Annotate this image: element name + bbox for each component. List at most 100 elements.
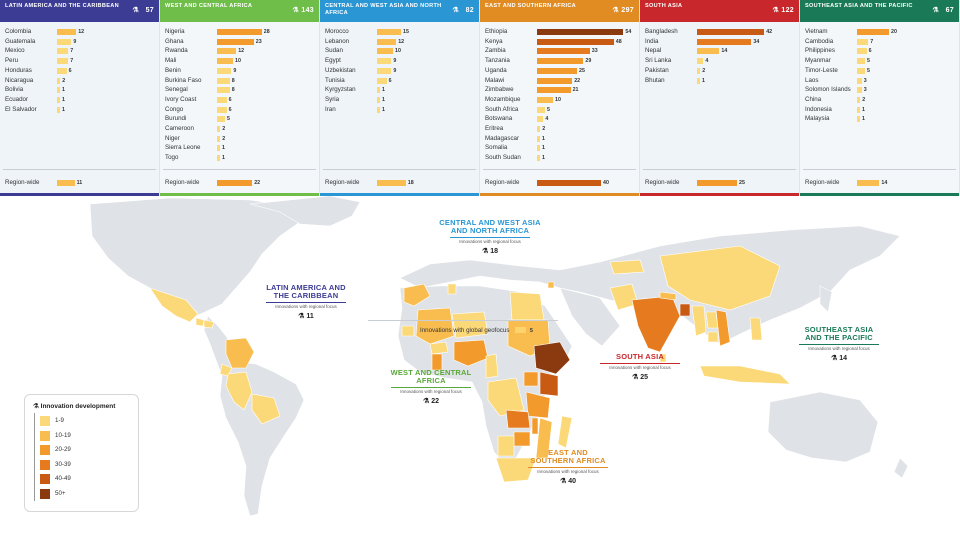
country-row: Tunisia 6 bbox=[325, 77, 475, 86]
legend-swatch bbox=[40, 474, 50, 484]
map-label-west-central-africa: West and Central Africa Innovations with… bbox=[386, 369, 476, 406]
country-name: Cameroon bbox=[165, 125, 194, 132]
country-row: Mozambique 10 bbox=[485, 96, 635, 105]
region-panel-header: South Asia ⚗ 122 bbox=[640, 0, 799, 22]
country-value: 8 bbox=[231, 87, 235, 94]
country-bar bbox=[57, 96, 60, 103]
country-value: 42 bbox=[766, 29, 773, 35]
region-wide-row: Region-wide 25 bbox=[645, 179, 795, 188]
country-value: 5 bbox=[867, 58, 870, 65]
country-row: Mexico 7 bbox=[5, 47, 155, 56]
flask-icon: ⚗ bbox=[452, 7, 459, 14]
country-bar bbox=[377, 106, 380, 113]
country-bar bbox=[537, 145, 540, 152]
region-divider bbox=[323, 169, 476, 170]
country-bar bbox=[377, 29, 401, 35]
country-row: Morocco 15 bbox=[325, 28, 475, 37]
country-bar bbox=[57, 87, 60, 94]
country-row: Benin 9 bbox=[165, 67, 315, 76]
region-wide-label: Region-wide bbox=[805, 179, 840, 186]
country-name: Rwanda bbox=[165, 47, 188, 55]
map-label-count: 14 bbox=[839, 355, 848, 362]
country-value: 1 bbox=[62, 106, 65, 113]
country-row: Burundi 5 bbox=[165, 115, 315, 124]
region-name: Southeast Asia and the Pacific bbox=[805, 3, 913, 9]
map-label-rule bbox=[799, 344, 879, 345]
flask-icon: ⚗ bbox=[772, 7, 779, 14]
map-label-rule bbox=[528, 467, 608, 468]
region-name: Central and West Asia and North Africa bbox=[325, 3, 442, 16]
country-name: Laos bbox=[805, 76, 819, 84]
country-name: Bolivia bbox=[5, 86, 24, 94]
country-row: China 2 bbox=[805, 96, 955, 105]
country-name: Solomon Islands bbox=[805, 86, 851, 94]
region-country-list: Bangladesh 42 India 34 Nepal 14 Sri Lanka 4 Paki… bbox=[640, 22, 799, 196]
country-row: Nicaragua 2 bbox=[5, 77, 155, 86]
country-row: Myanmar 5 bbox=[805, 57, 955, 66]
country-bar bbox=[217, 96, 227, 103]
country-row: Syria 1 bbox=[325, 96, 475, 105]
map-label-east-southern-africa: East and Southern Africa Innovations wit… bbox=[526, 449, 610, 485]
new-zealand-shape bbox=[893, 457, 909, 479]
map-label-value: ⚗ 11 bbox=[258, 312, 354, 320]
country-name: El Salvador bbox=[5, 105, 37, 113]
map-label-value: ⚗ 40 bbox=[526, 477, 610, 485]
eurasia-shape bbox=[399, 225, 901, 345]
country-row: Lebanon 12 bbox=[325, 38, 475, 47]
region-wide-value: 14 bbox=[881, 180, 888, 186]
country-bar bbox=[377, 38, 397, 45]
legend-line bbox=[34, 413, 35, 501]
country-name: Congo bbox=[165, 105, 184, 113]
country-name: Ghana bbox=[165, 37, 184, 45]
country-value: 1 bbox=[542, 135, 545, 142]
country-bar bbox=[217, 155, 220, 162]
region-panel: Southeast Asia and the Pacific ⚗ 67 Vietnam… bbox=[800, 0, 960, 196]
country-row: Zimbabwe 21 bbox=[485, 86, 635, 95]
country-name: Peru bbox=[5, 57, 19, 65]
country-bar bbox=[697, 29, 765, 35]
country-name: Cambodia bbox=[805, 37, 834, 45]
country-name: Uzbekistan bbox=[325, 66, 356, 74]
country-row: Mali 10 bbox=[165, 57, 315, 66]
country-row: Burkina Faso 8 bbox=[165, 77, 315, 86]
country-bar bbox=[857, 106, 860, 113]
country-value: 1 bbox=[382, 106, 385, 113]
country-row: Kenya 48 bbox=[485, 38, 635, 47]
map-label-sub: Innovations with regional focus bbox=[400, 389, 462, 394]
country-malawi bbox=[531, 417, 539, 435]
country-name: Togo bbox=[165, 154, 179, 162]
region-name: South Asia bbox=[645, 3, 683, 9]
country-name: Vietnam bbox=[805, 28, 828, 35]
region-panel-header: East and Southern Africa ⚗ 297 bbox=[480, 0, 639, 22]
country-value: 2 bbox=[542, 126, 546, 132]
japan-shape bbox=[819, 285, 833, 313]
country-row: Zambia 33 bbox=[485, 47, 635, 56]
country-value: 6 bbox=[228, 106, 232, 113]
country-value: 8 bbox=[231, 77, 235, 84]
flask-icon: ⚗ bbox=[481, 248, 489, 255]
country-name: Niger bbox=[165, 134, 180, 142]
region-name: West and Central Africa bbox=[165, 3, 253, 9]
country-bar bbox=[57, 106, 60, 113]
flask-icon: ⚗ bbox=[612, 7, 619, 14]
region-wide-value: 11 bbox=[76, 180, 83, 186]
world-map-canvas bbox=[89, 196, 909, 517]
country-name: Tunisia bbox=[325, 76, 345, 84]
map-label-count: 22 bbox=[431, 398, 440, 405]
country-ghana bbox=[431, 353, 443, 371]
country-value: 23 bbox=[255, 38, 262, 45]
country-name: Zambia bbox=[485, 47, 506, 55]
country-bar bbox=[57, 58, 69, 65]
legend-item: 10-19 bbox=[33, 430, 130, 446]
legend-swatch bbox=[40, 459, 50, 470]
south-america-shape bbox=[203, 315, 305, 517]
country-bar bbox=[537, 58, 584, 65]
country-row: Bhutan 1 bbox=[645, 77, 795, 86]
country-bar bbox=[377, 48, 393, 55]
country-name: Sudan bbox=[325, 47, 343, 55]
region-name: East and Southern Africa bbox=[485, 3, 577, 9]
region-wide-value: 25 bbox=[739, 180, 745, 186]
country-value: 34 bbox=[753, 38, 760, 45]
map-label-name: Central and West Asia and North Africa bbox=[439, 218, 541, 235]
map-label-count: 40 bbox=[568, 478, 577, 485]
